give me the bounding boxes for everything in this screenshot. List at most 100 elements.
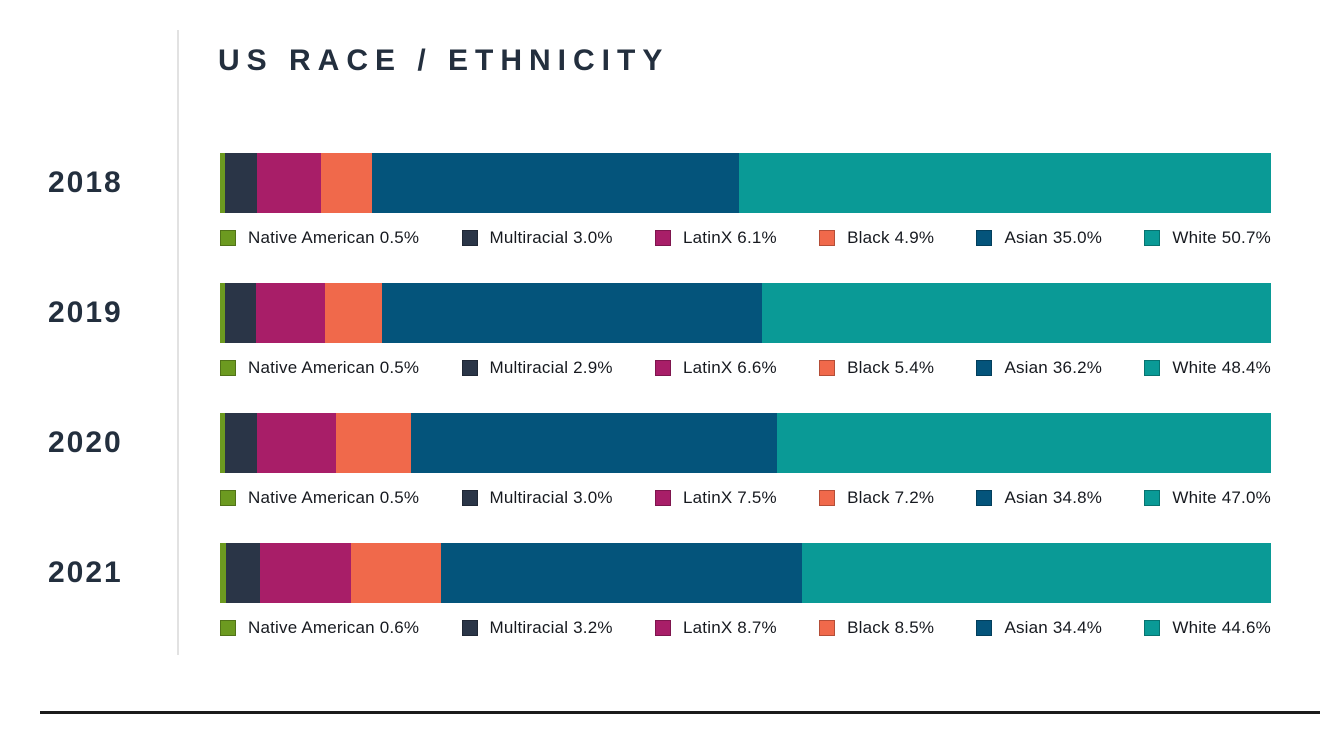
legend-item-latinx: LatinX 6.6% [654,358,777,378]
bar-segment-multiracial [226,543,260,603]
stacked-bar-2019 [220,283,1271,343]
legend-swatch-black [819,620,836,636]
legend-label: Asian 35.0% [1004,228,1103,247]
year-cell: 2018 [0,153,178,213]
legend-item-black: Black 4.9% [819,228,934,248]
legend-item-asian: Asian 36.2% [976,358,1102,378]
legend-label: LatinX 6.6% [682,358,777,377]
legend-label: Multiracial 3.0% [489,488,613,507]
legend-label: Asian 36.2% [1004,358,1103,377]
legend-swatch-white [1144,490,1161,506]
legend-swatch-native-american [220,620,236,636]
bar-segment-multiracial [225,413,257,473]
legend-label: Multiracial 3.0% [489,228,613,247]
legend-swatch-latinx [654,230,671,246]
legend-item-asian: Asian 35.0% [976,228,1102,248]
bar-segment-asian [381,283,763,343]
legend-swatch-white [1144,230,1161,246]
stacked-bar-2021 [220,543,1271,603]
legend-swatch-multiracial [461,230,478,246]
legend-label: Asian 34.8% [1004,488,1103,507]
year-label: 2021 [48,556,123,589]
year-group-2021: 2021 Native American 0.6% Multiracial 3.2%… [0,543,1320,638]
legend-label: LatinX 7.5% [682,488,777,507]
legend-item-white: White 44.6% [1144,618,1271,638]
legend-row-2018: Native American 0.5% Multiracial 3.0% Lati… [220,228,1271,248]
bar-segment-latinx [259,543,352,603]
bottom-rule [40,711,1320,714]
legend-label: Multiracial 3.2% [489,618,613,637]
legend-swatch-black [819,490,836,506]
bar-segment-black [325,283,382,343]
legend-row-2021: Native American 0.6% Multiracial 3.2% Lati… [220,618,1271,638]
legend-label: Native American 0.5% [248,488,420,507]
year-cell: 2019 [0,283,178,343]
legend-swatch-white [1144,620,1161,636]
row-content: Native American 0.5% Multiracial 3.0% Lati… [178,413,1271,508]
bar-segment-white [776,413,1271,473]
row-content: Native American 0.6% Multiracial 3.2% Lati… [178,543,1271,638]
legend-label: LatinX 8.7% [682,618,777,637]
legend-label: Black 5.4% [847,358,935,377]
bar-segment-native-american [220,413,226,473]
legend-swatch-multiracial [461,490,478,506]
legend-label: White 44.6% [1172,618,1271,637]
legend-swatch-black [819,230,836,246]
bar-segment-asian [411,413,777,473]
legend-label: White 48.4% [1172,358,1271,377]
legend-swatch-black [819,360,836,376]
legend-label: Native American 0.5% [248,228,420,247]
year-group-2018: 2018 Native American 0.5% Multiracial 3.0%… [0,153,1320,248]
legend-label: Black 4.9% [847,228,935,247]
legend-item-black: Black 5.4% [819,358,934,378]
year-cell: 2020 [0,413,178,473]
legend-item-native-american: Native American 0.5% [220,488,419,508]
legend-swatch-latinx [654,490,671,506]
legend-label: Native American 0.5% [248,358,420,377]
bar-segment-asian [372,153,740,213]
legend-label: Asian 34.4% [1004,618,1103,637]
legend-swatch-asian [976,490,993,506]
legend-item-multiracial: Multiracial 3.0% [461,228,613,248]
stacked-bar-2018 [220,153,1271,213]
legend-label: LatinX 6.1% [682,228,777,247]
bar-segment-black [320,153,373,213]
bar-segment-white [762,283,1271,343]
legend-swatch-asian [976,230,993,246]
bar-segment-white [802,543,1271,603]
legend-item-multiracial: Multiracial 2.9% [461,358,613,378]
legend-row-2019: Native American 0.5% Multiracial 2.9% Lati… [220,358,1271,378]
bar-segment-native-american [220,153,226,213]
year-label: 2020 [48,426,123,459]
legend-label: Black 7.2% [847,488,935,507]
legend-item-black: Black 7.2% [819,488,934,508]
legend-label: Black 8.5% [847,618,935,637]
left-divider-line [177,30,179,655]
bar-segment-asian [440,543,803,603]
legend-swatch-latinx [654,620,671,636]
legend-swatch-asian [976,360,993,376]
legend-swatch-native-american [220,490,236,506]
legend-item-multiracial: Multiracial 3.0% [461,488,613,508]
legend-item-multiracial: Multiracial 3.2% [461,618,613,638]
stacked-bar-2020 [220,413,1271,473]
legend-item-black: Black 8.5% [819,618,934,638]
bar-segment-latinx [256,413,336,473]
legend-swatch-asian [976,620,993,636]
legend-item-native-american: Native American 0.6% [220,618,419,638]
year-group-2020: 2020 Native American 0.5% Multiracial 3.0%… [0,413,1320,508]
year-cell: 2021 [0,543,178,603]
legend-label: Native American 0.6% [248,618,420,637]
legend-swatch-multiracial [461,360,478,376]
bar-segment-native-american [220,543,227,603]
legend-label: White 47.0% [1172,488,1271,507]
year-group-2019: 2019 Native American 0.5% Multiracial 2.9%… [0,283,1320,378]
bar-segment-latinx [255,283,326,343]
legend-item-asian: Asian 34.8% [976,488,1102,508]
legend-swatch-native-american [220,230,236,246]
legend-item-native-american: Native American 0.5% [220,358,419,378]
chart-title: US RACE / ETHNICITY [218,44,670,77]
legend-item-white: White 50.7% [1144,228,1271,248]
legend-item-native-american: Native American 0.5% [220,228,419,248]
legend-swatch-white [1144,360,1161,376]
